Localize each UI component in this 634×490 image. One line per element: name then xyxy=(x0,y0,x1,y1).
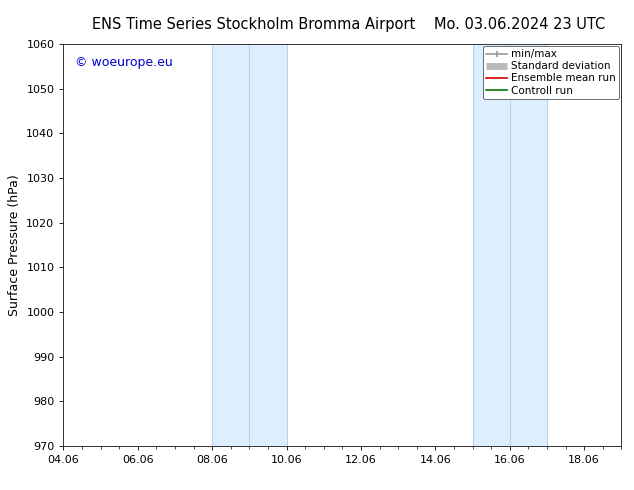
Y-axis label: Surface Pressure (hPa): Surface Pressure (hPa) xyxy=(8,174,21,316)
Bar xyxy=(472,44,547,446)
Text: ENS Time Series Stockholm Bromma Airport: ENS Time Series Stockholm Bromma Airport xyxy=(92,17,415,32)
Text: Mo. 03.06.2024 23 UTC: Mo. 03.06.2024 23 UTC xyxy=(434,17,605,32)
Text: © woeurope.eu: © woeurope.eu xyxy=(75,56,172,69)
Legend: min/max, Standard deviation, Ensemble mean run, Controll run: min/max, Standard deviation, Ensemble me… xyxy=(483,46,619,98)
Bar xyxy=(212,44,287,446)
